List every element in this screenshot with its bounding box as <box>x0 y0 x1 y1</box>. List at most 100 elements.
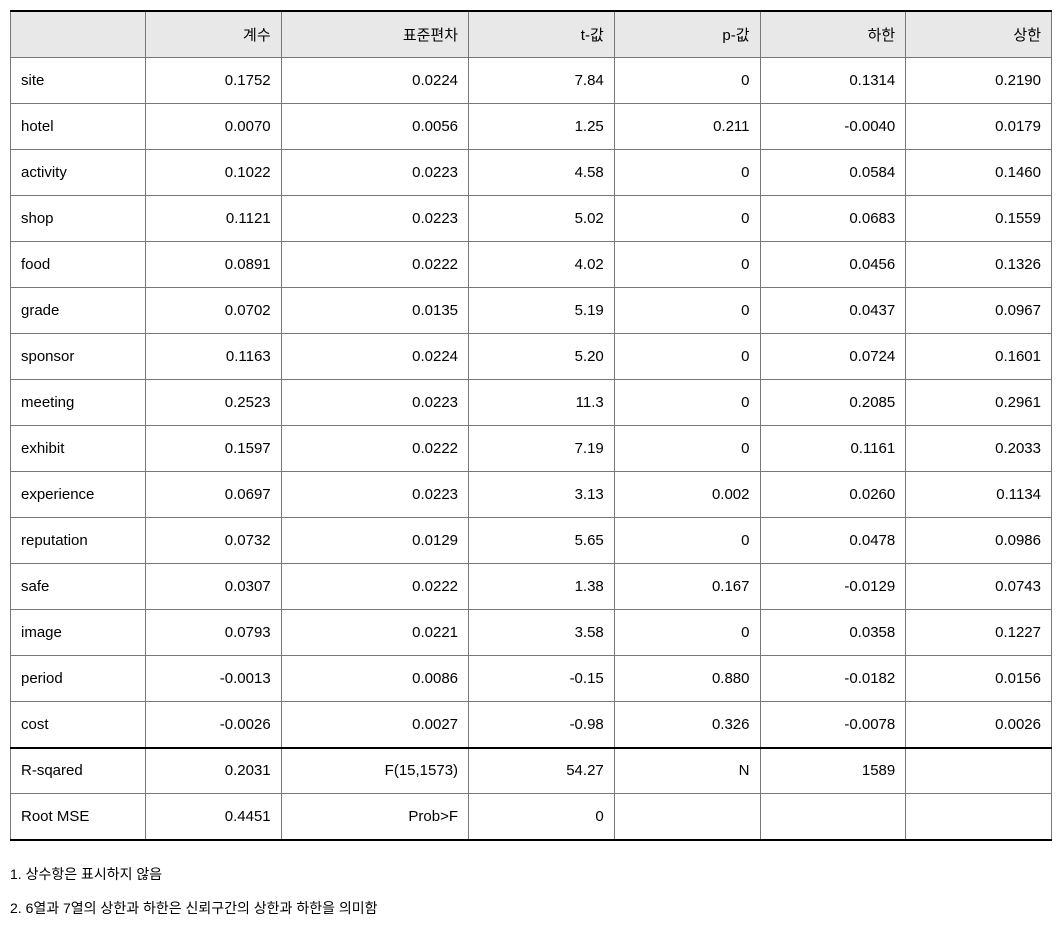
col-header-pvalue: p-값 <box>614 11 760 58</box>
row-value: 0.0222 <box>281 426 468 472</box>
row-value: 0.1121 <box>146 196 281 242</box>
row-value: 0.0223 <box>281 150 468 196</box>
row-value: 0.0223 <box>281 196 468 242</box>
summary-value: 0 <box>469 794 615 840</box>
row-value: -0.0078 <box>760 702 906 748</box>
row-value: 0 <box>614 610 760 656</box>
row-value: 0.0156 <box>906 656 1052 702</box>
row-value: 4.02 <box>469 242 615 288</box>
row-value: 0.0222 <box>281 564 468 610</box>
row-value: 4.58 <box>469 150 615 196</box>
row-value: 0.0743 <box>906 564 1052 610</box>
row-value: 0.0135 <box>281 288 468 334</box>
row-label: meeting <box>11 380 146 426</box>
row-value: 0.0027 <box>281 702 468 748</box>
row-value: 0.0070 <box>146 104 281 150</box>
row-value: 5.02 <box>469 196 615 242</box>
row-value: 0.0221 <box>281 610 468 656</box>
row-value: 0 <box>614 242 760 288</box>
row-value: -0.0182 <box>760 656 906 702</box>
row-value: 0.2033 <box>906 426 1052 472</box>
row-value: 0.167 <box>614 564 760 610</box>
row-value: 5.65 <box>469 518 615 564</box>
row-value: 0 <box>614 426 760 472</box>
row-label: safe <box>11 564 146 610</box>
row-value: 0.0224 <box>281 334 468 380</box>
row-label: site <box>11 58 146 104</box>
row-label: experience <box>11 472 146 518</box>
row-value: 0 <box>614 334 760 380</box>
summary-value: Prob>F <box>281 794 468 840</box>
table-row: meeting0.25230.022311.300.20850.2961 <box>11 380 1052 426</box>
row-value: 0.0986 <box>906 518 1052 564</box>
footnote-2: 2. 6열과 7열의 상한과 하한은 신뢰구간의 상한과 하한을 의미함 <box>10 893 1052 924</box>
table-row: food0.08910.02224.0200.04560.1326 <box>11 242 1052 288</box>
summary-value <box>906 794 1052 840</box>
row-value: 1.38 <box>469 564 615 610</box>
row-value: 0.1601 <box>906 334 1052 380</box>
row-value: 7.19 <box>469 426 615 472</box>
row-label: food <box>11 242 146 288</box>
footnote-1: 1. 상수항은 표시하지 않음 <box>10 859 1052 890</box>
row-value: 0.1022 <box>146 150 281 196</box>
row-value: 11.3 <box>469 380 615 426</box>
row-value: 0 <box>614 58 760 104</box>
row-value: 1.25 <box>469 104 615 150</box>
row-value: 0.0697 <box>146 472 281 518</box>
table-row: image0.07930.02213.5800.03580.1227 <box>11 610 1052 656</box>
table-row: experience0.06970.02233.130.0020.02600.1… <box>11 472 1052 518</box>
table-row: activity0.10220.02234.5800.05840.1460 <box>11 150 1052 196</box>
row-value: -0.0129 <box>760 564 906 610</box>
row-value: 0.1161 <box>760 426 906 472</box>
row-value: 0.1752 <box>146 58 281 104</box>
row-value: 0.0437 <box>760 288 906 334</box>
summary-value <box>906 748 1052 794</box>
summary-row: Root MSE0.4451Prob>F0 <box>11 794 1052 840</box>
row-value: 0.0129 <box>281 518 468 564</box>
row-value: 0.0223 <box>281 472 468 518</box>
row-value: 0.0179 <box>906 104 1052 150</box>
summary-value: 54.27 <box>469 748 615 794</box>
table-body: site0.17520.02247.8400.13140.2190hotel0.… <box>11 58 1052 840</box>
row-value: 0.0358 <box>760 610 906 656</box>
row-value: 0.0223 <box>281 380 468 426</box>
row-value: 0 <box>614 196 760 242</box>
row-value: 0.0478 <box>760 518 906 564</box>
row-value: 0 <box>614 150 760 196</box>
row-value: 0.0222 <box>281 242 468 288</box>
row-label: sponsor <box>11 334 146 380</box>
row-value: 0.1460 <box>906 150 1052 196</box>
summary-value <box>614 794 760 840</box>
table-row: hotel0.00700.00561.250.211-0.00400.0179 <box>11 104 1052 150</box>
row-label: exhibit <box>11 426 146 472</box>
row-value: 0.2961 <box>906 380 1052 426</box>
row-value: 0.0793 <box>146 610 281 656</box>
row-label: shop <box>11 196 146 242</box>
row-value: 0.1227 <box>906 610 1052 656</box>
table-row: exhibit0.15970.02227.1900.11610.2033 <box>11 426 1052 472</box>
row-value: 0.2523 <box>146 380 281 426</box>
row-value: 0.1559 <box>906 196 1052 242</box>
col-header-coef: 계수 <box>146 11 281 58</box>
row-value: 0.0026 <box>906 702 1052 748</box>
row-value: 5.19 <box>469 288 615 334</box>
summary-row: R-sqared0.2031F(15,1573)54.27N1589 <box>11 748 1052 794</box>
table-row: safe0.03070.02221.380.167-0.01290.0743 <box>11 564 1052 610</box>
row-value: 0.0584 <box>760 150 906 196</box>
row-value: 0 <box>614 288 760 334</box>
table-row: grade0.07020.01355.1900.04370.0967 <box>11 288 1052 334</box>
regression-table: 계수 표준편차 t-값 p-값 하한 상한 site0.17520.02247.… <box>10 10 1052 841</box>
row-value: 0.0732 <box>146 518 281 564</box>
row-value: 0.0683 <box>760 196 906 242</box>
row-value: 0.0456 <box>760 242 906 288</box>
col-header-tvalue: t-값 <box>469 11 615 58</box>
row-label: reputation <box>11 518 146 564</box>
summary-label: Root MSE <box>11 794 146 840</box>
table-row: sponsor0.11630.02245.2000.07240.1601 <box>11 334 1052 380</box>
row-value: 0.0891 <box>146 242 281 288</box>
table-row: site0.17520.02247.8400.13140.2190 <box>11 58 1052 104</box>
row-value: 0.880 <box>614 656 760 702</box>
row-label: cost <box>11 702 146 748</box>
summary-label: R-sqared <box>11 748 146 794</box>
row-value: -0.0013 <box>146 656 281 702</box>
